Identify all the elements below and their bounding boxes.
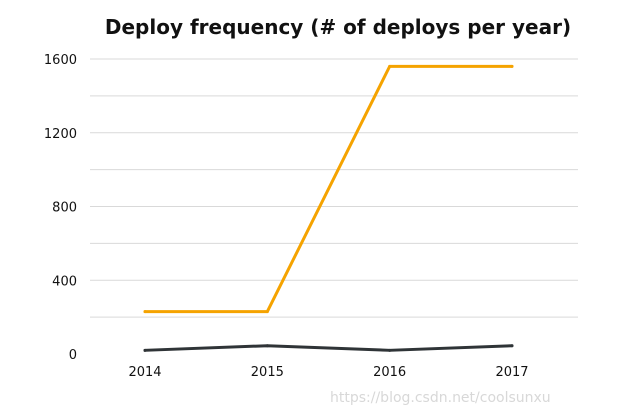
y-tick-label: 1600 [44, 53, 77, 68]
x-axis-ticks: 2014 2015 2016 2017 [128, 365, 528, 380]
y-tick-label: 400 [52, 274, 77, 289]
gridlines [90, 58, 578, 318]
watermark-text: https://blog.csdn.net/coolsunxu [330, 390, 551, 406]
data-point [510, 64, 514, 68]
data-point [143, 348, 147, 352]
x-tick-label: 2017 [495, 365, 528, 380]
data-point [388, 64, 392, 68]
x-tick-label: 2014 [128, 365, 161, 380]
data-point [265, 344, 269, 348]
y-tick-label: 0 [69, 348, 77, 363]
series-line-dark [143, 344, 514, 352]
series-line-orange [143, 64, 514, 314]
data-point [388, 348, 392, 352]
data-point [143, 310, 147, 314]
y-tick-label: 800 [52, 201, 77, 216]
chart-title: Deploy frequency (# of deploys per year) [105, 15, 571, 39]
data-point [265, 310, 269, 314]
y-tick-label: 1200 [44, 127, 77, 142]
x-tick-label: 2016 [373, 365, 406, 380]
y-axis-ticks: 0 400 800 1200 1600 [44, 53, 77, 363]
data-point [510, 344, 514, 348]
x-tick-label: 2015 [251, 365, 284, 380]
series-lines [143, 64, 514, 352]
